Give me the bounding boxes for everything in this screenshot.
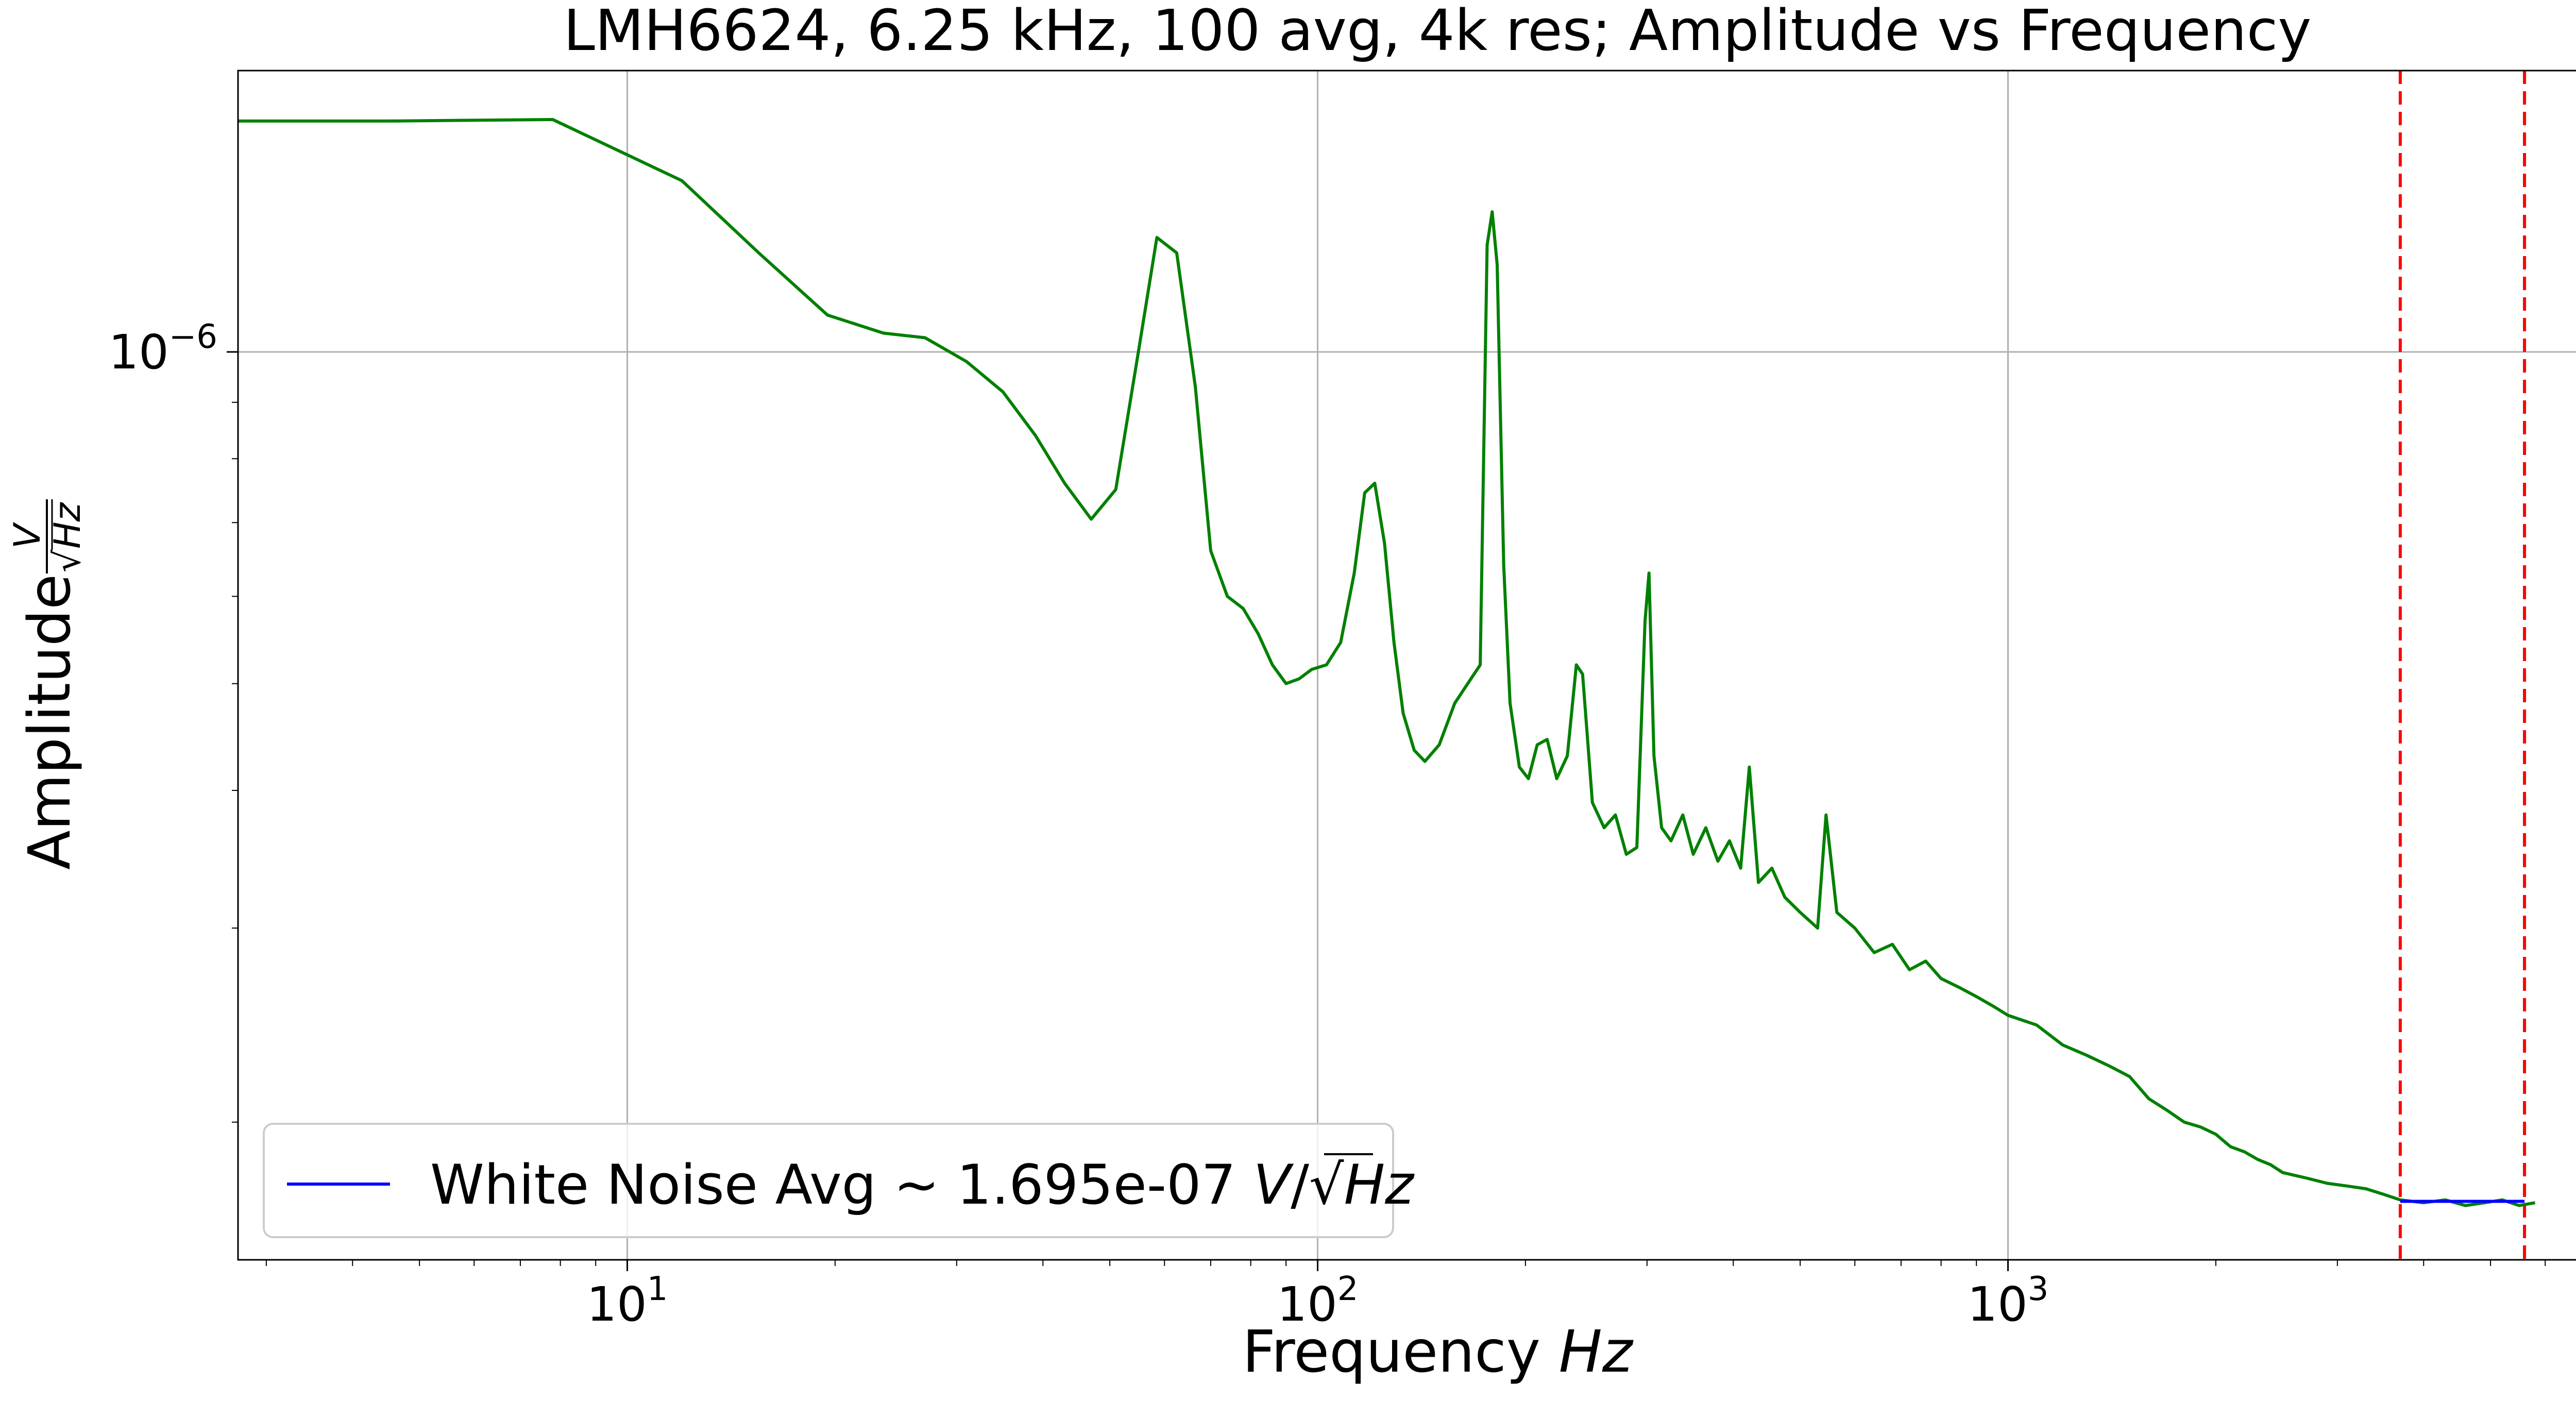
y-axis-label-text: Amplitude [16,574,83,870]
plot-frame [237,70,2576,1261]
y-tick-label-base: 10 [109,325,169,380]
legend: White Noise Avg ~ 1.695e-07 V/√Hz [263,1123,1415,1238]
grid [238,71,2576,1260]
x-tick-label: 103 [1968,1270,2049,1332]
y-axis-unit-numerator: V [6,522,48,549]
x-axis-label: Frequency Hz [1242,1319,1633,1386]
legend-unit-v: V [1253,1153,1294,1217]
legend-label-text: White Noise Avg ~ 1.695e-07 [430,1153,1253,1217]
legend-unit-sep: / [1291,1153,1309,1217]
y-axis-unit-sqrt-sign: √ [46,549,89,572]
x-tick-label-base: 10 [1277,1277,1337,1332]
x-tick-label-exponent: 2 [1337,1270,1359,1308]
legend-sqrt-sign: √ [1309,1153,1344,1217]
y-tick-label: 10−6 [109,318,217,380]
x-tick-label: 102 [1277,1270,1359,1332]
legend-box [263,1123,1394,1238]
x-axis-ticks: 101 102 103 [265,1260,2546,1332]
series-layer [238,118,2536,1207]
x-tick-label-base: 10 [1968,1277,2028,1332]
y-axis-label: Amplitude V √ Hz [6,499,89,870]
x-axis-label-text: Frequency [1242,1319,1558,1386]
legend-label: White Noise Avg ~ 1.695e-07 V/√Hz [430,1153,1415,1217]
x-tick-label-exponent: 1 [647,1270,668,1308]
x-tick-label-exponent: 3 [2028,1270,2049,1308]
spectrum-line [238,118,2536,1207]
y-tick-label-exponent: −6 [169,318,217,356]
legend-unit-hz: Hz [1344,1153,1415,1217]
marker-lines [2398,71,2527,1260]
y-axis-unit-denominator: Hz [46,501,89,549]
x-axis-label-unit: Hz [1559,1319,1634,1386]
x-tick-label: 101 [587,1270,668,1332]
chart-title: LMH6624, 6.25 kHz, 100 avg, 4k res; Ampl… [564,0,2312,63]
y-axis-ticks: 10−6 [109,318,238,1123]
x-tick-label-base: 10 [587,1277,647,1332]
